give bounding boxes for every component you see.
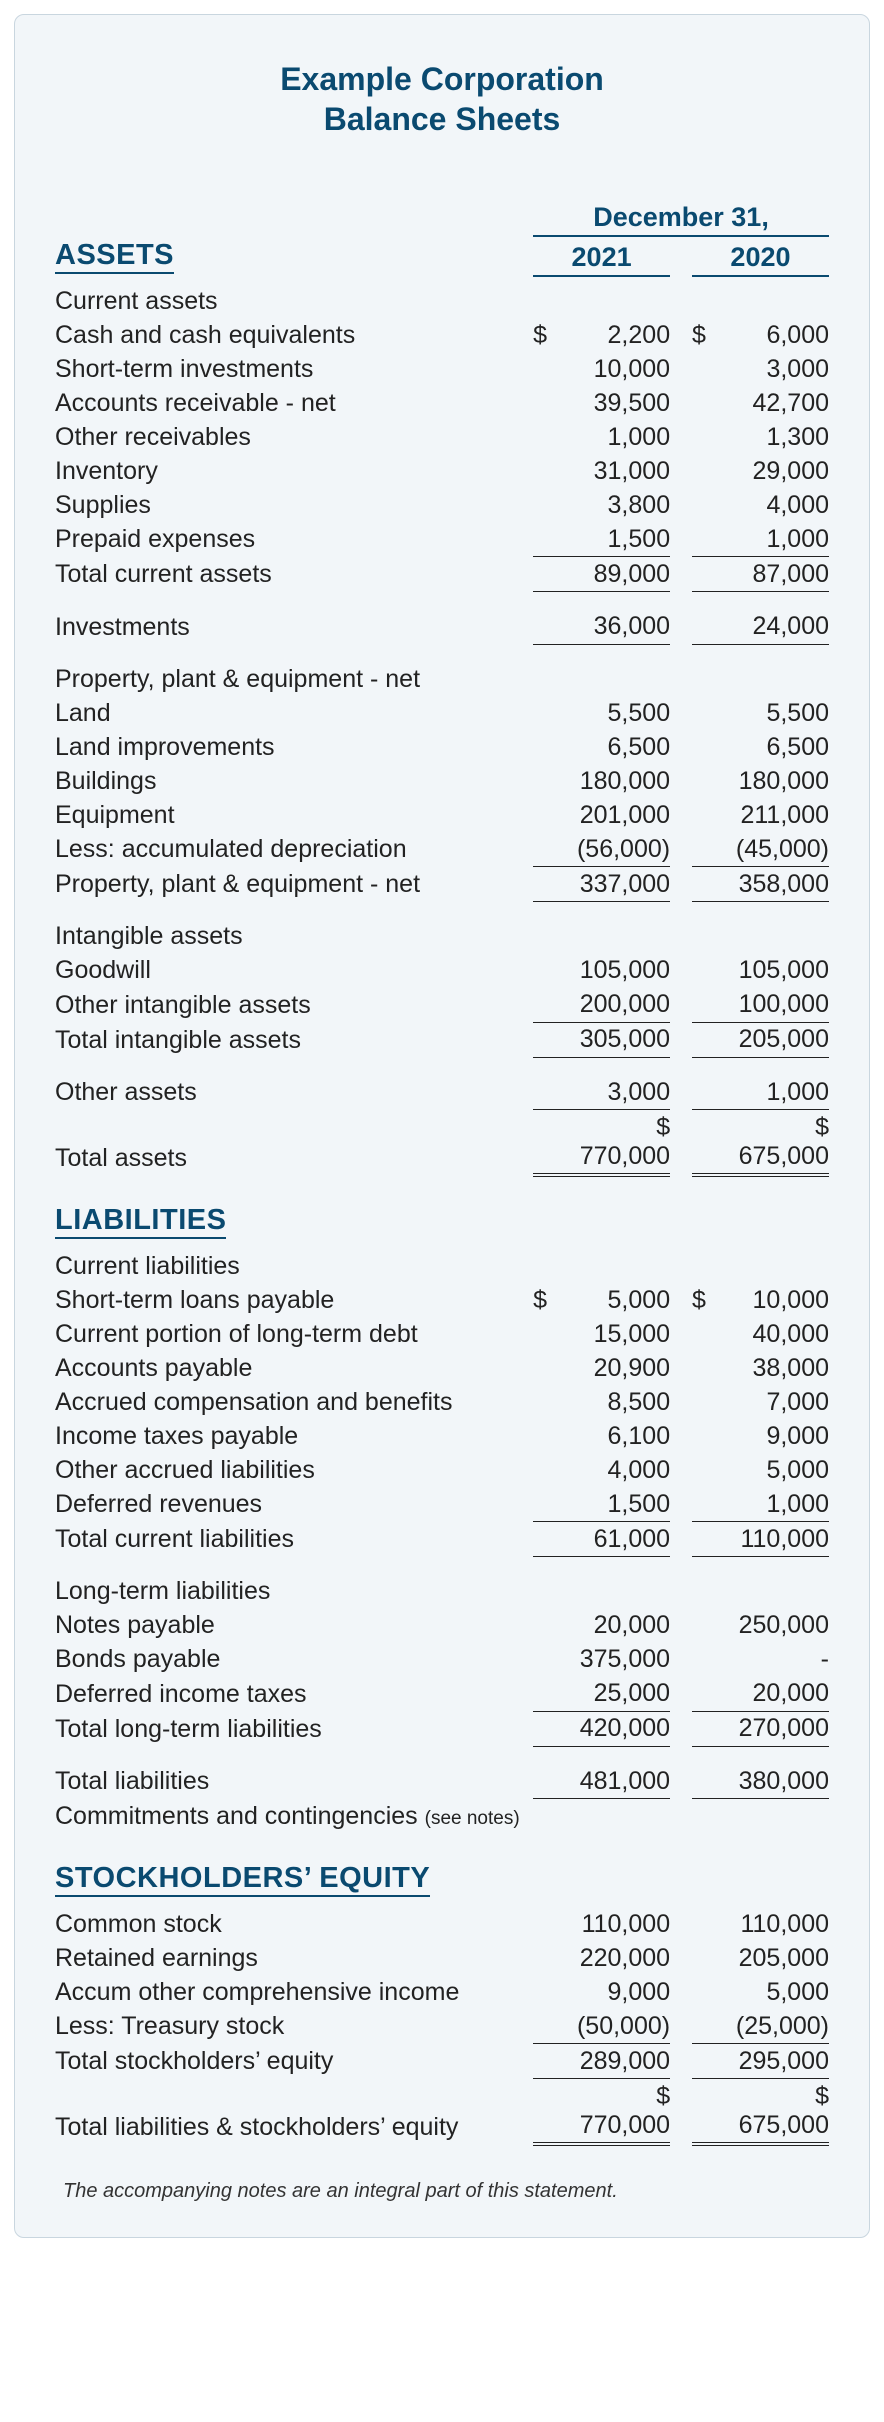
row-sti: Short-term investments10,0003,000: [55, 352, 829, 386]
row-aoci: Accum other comprehensive income9,0005,0…: [55, 1975, 829, 2009]
intangible-header: Intangible assets: [55, 920, 829, 954]
row-income-tax: Income taxes payable6,1009,000: [55, 1419, 829, 1453]
row-bonds-pay: Bonds payable375,000-: [55, 1643, 829, 1677]
report-title: Example Corporation Balance Sheets: [55, 59, 829, 139]
row-tca: Total current assets89,00087,000: [55, 557, 829, 592]
row-goodwill: Goodwill105,000105,000: [55, 954, 829, 988]
liabilities-heading-row: LIABILITIES: [55, 1201, 829, 1241]
date-header: December 31,: [533, 199, 829, 236]
row-land: Land5,5005,500: [55, 696, 829, 730]
footnote: The accompanying notes are an integral p…: [55, 2146, 829, 2203]
row-treasury: Less: Treasury stock(50,000)(25,000): [55, 2009, 829, 2044]
current-liab-header: Current liabilities: [55, 1249, 829, 1283]
report-name: Balance Sheets: [324, 101, 561, 137]
row-total-lse: Total liabilities & stockholders’ equity…: [55, 2079, 829, 2145]
row-current-ltd: Current portion of long-term debt15,0004…: [55, 1317, 829, 1351]
balance-sheet-table: December 31, ASSETS 2021 2020 Current as…: [55, 199, 829, 2146]
row-supplies: Supplies3,8004,000: [55, 488, 829, 522]
row-total-se: Total stockholders’ equity289,000295,000: [55, 2044, 829, 2079]
row-st-loans: Short-term loans payable$5,000$10,000: [55, 1283, 829, 1317]
equity-section-title: STOCKHOLDERS’ EQUITY: [55, 1862, 430, 1897]
row-accum-dep: Less: accumulated depreciation(56,000)(4…: [55, 832, 829, 867]
row-other-recv: Other receivables1,0001,300: [55, 420, 829, 454]
row-deferred-rev: Deferred revenues1,5001,000: [55, 1487, 829, 1522]
row-commitments: Commitments and contingencies (see notes…: [55, 1799, 829, 1834]
balance-sheet: Example Corporation Balance Sheets Decem…: [14, 14, 870, 2238]
row-inventory: Inventory31,00029,000: [55, 454, 829, 488]
row-total-liab: Total liabilities481,000380,000: [55, 1764, 829, 1799]
row-retained: Retained earnings220,000205,000: [55, 1941, 829, 1975]
row-common: Common stock110,000110,000: [55, 1907, 829, 1941]
row-total-lt: Total long-term liabilities420,000270,00…: [55, 1711, 829, 1746]
row-total-assets: Total assets$ 770,000$ 675,000: [55, 1110, 829, 1176]
date-header-row: December 31,: [55, 199, 829, 236]
ppe-header: Property, plant & equipment - net: [55, 662, 829, 696]
row-investments: Investments36,00024,000: [55, 610, 829, 645]
liabilities-section-title: LIABILITIES: [55, 1204, 226, 1239]
company-name: Example Corporation: [280, 61, 604, 97]
row-total-intang: Total intangible assets305,000205,000: [55, 1022, 829, 1057]
row-other-accrued: Other accrued liabilities4,0005,000: [55, 1453, 829, 1487]
row-tcl: Total current liabilities61,000110,000: [55, 1522, 829, 1557]
row-ppe-net: Property, plant & equipment - net337,000…: [55, 867, 829, 902]
row-ar: Accounts receivable - net39,50042,700: [55, 386, 829, 420]
assets-heading-row: ASSETS 2021 2020: [55, 236, 829, 276]
lt-liab-header: Long-term liabilities: [55, 1575, 829, 1609]
row-accrued-comp: Accrued compensation and benefits8,5007,…: [55, 1385, 829, 1419]
row-other-assets: Other assets3,0001,000: [55, 1075, 829, 1110]
row-equipment: Equipment201,000211,000: [55, 798, 829, 832]
row-buildings: Buildings180,000180,000: [55, 764, 829, 798]
row-prepaid: Prepaid expenses1,5001,000: [55, 522, 829, 557]
row-def-inc-tax: Deferred income taxes25,00020,000: [55, 1677, 829, 1712]
equity-heading-row: STOCKHOLDERS’ EQUITY: [55, 1859, 829, 1899]
row-cash: Cash and cash equivalents$2,200$6,000: [55, 318, 829, 352]
year-2021: 2021: [533, 236, 670, 276]
row-ap: Accounts payable20,90038,000: [55, 1351, 829, 1385]
current-assets-header: Current assets: [55, 284, 829, 318]
assets-section-title: ASSETS: [55, 239, 174, 274]
year-2020: 2020: [692, 236, 829, 276]
row-notes-pay: Notes payable20,000250,000: [55, 1609, 829, 1643]
row-other-intang: Other intangible assets200,000100,000: [55, 988, 829, 1023]
row-land-imp: Land improvements6,5006,500: [55, 730, 829, 764]
